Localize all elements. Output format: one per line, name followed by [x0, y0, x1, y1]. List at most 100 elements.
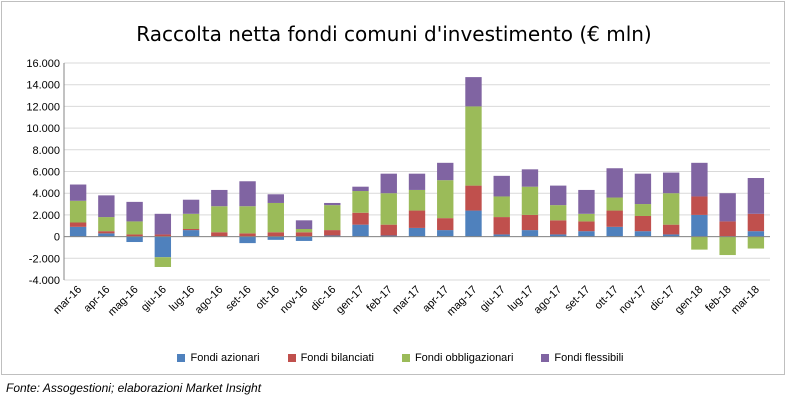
bar-segment [324, 235, 341, 237]
legend-swatch [541, 354, 550, 362]
chart-frame: Raccolta netta fondi comuni d'investimen… [1, 1, 785, 375]
y-tick-label: -2.000 [29, 253, 60, 265]
bar-segment [465, 106, 482, 186]
bar-segment [380, 224, 397, 236]
bar-segment [267, 232, 284, 237]
bar-segment [719, 193, 736, 222]
bar-segment [182, 213, 200, 230]
bar-segment [267, 236, 284, 240]
bar-segment [606, 197, 623, 211]
bar-segment [747, 231, 765, 237]
bar-segment [352, 212, 369, 225]
bar-segment [550, 234, 567, 237]
legend-label: Fondi azionari [190, 352, 260, 364]
bar-segment [550, 220, 567, 235]
bar-segment [606, 210, 623, 227]
x-tick-label: nov-16 [278, 284, 310, 316]
legend-swatch [287, 354, 296, 362]
bar-segment [634, 173, 652, 205]
bar-segment [550, 205, 567, 221]
bar-segment [295, 229, 313, 233]
bar-segment [691, 214, 708, 237]
bar-segment [154, 236, 172, 258]
bar-segment [98, 195, 115, 218]
bar-segment [126, 236, 143, 243]
legend-item: Fondi bilanciati [287, 352, 374, 364]
legend-item: Fondi flessibili [541, 352, 624, 364]
bar-segment [521, 186, 539, 215]
bar-segment [437, 180, 454, 219]
bar-segment [719, 236, 736, 256]
axes [63, 63, 770, 280]
bar-segment [465, 77, 482, 107]
bar-segment [239, 181, 256, 207]
legend-label: Fondi obbligazionari [414, 352, 514, 364]
bar-segment [69, 200, 87, 223]
bar-segment [691, 196, 708, 215]
x-tick-label: mag-17 [445, 284, 480, 319]
bar-segment [154, 213, 172, 235]
bar-segment [606, 168, 623, 198]
bar-segment [324, 205, 341, 231]
bar-segment [380, 193, 397, 225]
bar-segment [634, 231, 652, 237]
bar-segment [606, 226, 623, 237]
bar-segment [747, 213, 765, 232]
legend: Fondi azionari Fondi bilanciati Fondi obbl… [2, 352, 797, 364]
bar-segment [211, 206, 228, 233]
bar-segment [126, 201, 143, 222]
bar-segment [493, 175, 510, 197]
bar-segment [521, 169, 539, 187]
x-tick-label: giu-16 [139, 284, 169, 314]
bar-segment [154, 234, 172, 237]
x-tick-label: ago-17 [532, 284, 565, 317]
bar-segment [493, 196, 510, 218]
bar-segment [126, 234, 143, 237]
bar-segment [182, 229, 200, 231]
bar-segment [408, 189, 426, 211]
legend-item: Fondi obbligazionari [401, 352, 514, 364]
bar-segment [239, 206, 256, 234]
bar-segment [211, 232, 228, 237]
bar-segment [295, 220, 313, 230]
bar-segment [211, 189, 228, 207]
legend-label: Fondi bilanciati [300, 352, 374, 364]
bar-segment [521, 230, 539, 237]
bars [69, 77, 765, 267]
y-tick-label: 4.000 [32, 188, 60, 200]
bar-segment [521, 214, 539, 231]
bar-segment [408, 210, 426, 228]
bar-segment [662, 234, 680, 237]
chart-title: Raccolta netta fondi comuni d'investimen… [136, 22, 652, 46]
bar-segment [69, 184, 87, 201]
source-note: Fonte: Assogestioni; elaborazioni Market… [6, 381, 262, 395]
bar-segment [578, 221, 595, 232]
bar-segment [239, 236, 256, 244]
bar-segment [324, 230, 341, 236]
bar-segment [578, 213, 595, 222]
bar-segment [352, 191, 369, 213]
bar-segment [550, 185, 567, 206]
bar-segment [352, 186, 369, 192]
legend-swatch [177, 354, 186, 362]
bar-segment [182, 230, 200, 237]
bar-segment [380, 235, 397, 237]
bar-segment [98, 231, 115, 234]
bar-segment [634, 204, 652, 216]
bar-segment [634, 215, 652, 232]
y-tick-label: -4.000 [29, 275, 60, 287]
bar-segment [662, 193, 680, 225]
x-tick-label: gen-18 [673, 284, 706, 317]
bar-segment [747, 178, 765, 214]
bar-segment [69, 222, 87, 227]
bar-segment [267, 194, 284, 203]
x-tick-label: mar-17 [390, 284, 423, 317]
x-tick-label: ago-16 [193, 284, 226, 317]
y-tick-label: 8.000 [32, 145, 60, 157]
bar-segment [408, 227, 426, 237]
x-tick-label: set-16 [224, 284, 254, 314]
bar-segment [408, 173, 426, 190]
bar-segment [295, 232, 313, 237]
y-tick-label: 10.000 [26, 123, 60, 135]
legend-item: Fondi azionari [177, 352, 260, 364]
